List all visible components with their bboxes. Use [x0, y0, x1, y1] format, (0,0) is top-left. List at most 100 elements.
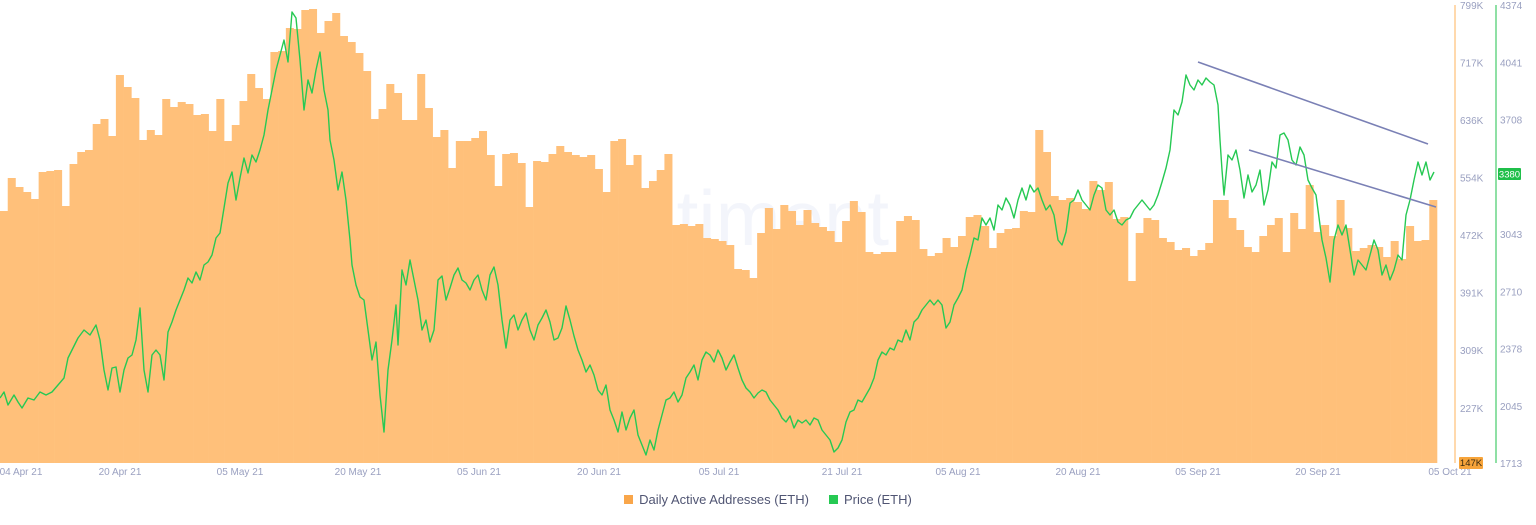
legend-item-price[interactable]: Price (ETH) [828, 492, 912, 507]
daa-bar [1429, 200, 1438, 463]
date-tick-label: 04 Apr 21 [0, 467, 43, 478]
legend-item-daa[interactable]: Daily Active Addresses (ETH) [624, 492, 809, 507]
price-swatch-icon [828, 495, 838, 504]
daa-bar [741, 270, 750, 463]
daa-bar [687, 226, 696, 463]
daa-bar [981, 226, 990, 463]
upper-trendline [1197, 61, 1429, 145]
daa-bar [1097, 190, 1106, 463]
daa-bar [1321, 225, 1330, 463]
daa-bar [92, 124, 101, 463]
daa-bar [177, 102, 186, 463]
daa-bar [950, 247, 959, 463]
daa-bar [803, 210, 812, 463]
daa-bar [1375, 247, 1384, 463]
daa-bar [502, 154, 511, 463]
daa-bar [579, 157, 588, 463]
daa-bar [69, 164, 78, 463]
daa-bar [370, 119, 379, 463]
daa-tick-label: 391K [1460, 289, 1484, 300]
daa-bar [30, 199, 39, 463]
date-tick-label: 20 Sep 21 [1295, 467, 1341, 478]
daa-tick-label: 227K [1460, 404, 1484, 415]
daa-bar [533, 161, 542, 463]
daa-bar [1104, 182, 1113, 463]
daa-bar [332, 13, 341, 463]
daa-bar [594, 169, 603, 463]
price-tick-label: 3043 [1500, 230, 1523, 241]
daa-axis-ticks: 799K 717K 636K 554K 472K 391K 309K 227K [1460, 1, 1484, 415]
daa-bar [394, 93, 403, 463]
daa-bar [208, 131, 217, 463]
daa-bar [15, 187, 24, 463]
daa-bar [618, 139, 627, 463]
daa-bar [1143, 218, 1152, 463]
date-tick-label: 05 Jun 21 [457, 467, 501, 478]
daa-bar [865, 252, 874, 463]
daa-bar [278, 51, 287, 463]
daa-bar [1267, 225, 1276, 463]
daa-tick-label: 309K [1460, 346, 1484, 357]
daa-bar [656, 170, 665, 463]
daa-bar [1305, 185, 1314, 463]
price-tick-label: 4041 [1500, 58, 1523, 69]
daa-bar [262, 99, 271, 463]
daa-bar [958, 236, 967, 463]
daa-bar [424, 108, 433, 463]
daa-bar [169, 107, 178, 463]
daa-bar [1081, 209, 1090, 463]
daa-bar [633, 155, 642, 463]
daa-bar [224, 141, 233, 463]
daa-bar [1328, 236, 1337, 463]
daa-bar [494, 186, 503, 463]
daa-bar [695, 224, 704, 463]
daa-bar [23, 192, 32, 463]
daa-tick-label: 554K [1460, 174, 1484, 185]
daa-bar [625, 165, 634, 463]
daa-bar [965, 217, 974, 463]
daa-bar [1182, 248, 1191, 463]
daa-bar [849, 201, 858, 463]
daa-bar [548, 154, 557, 463]
daa-bar [216, 99, 225, 463]
daa-bar [285, 28, 294, 463]
daa-bar [1019, 211, 1028, 463]
daa-bar [1205, 243, 1214, 463]
daa-bar [818, 227, 827, 463]
date-tick-label: 05 Oct 21 [1428, 467, 1472, 478]
daa-bar [239, 101, 248, 463]
daa-bar [1042, 152, 1052, 463]
lower-trendline [1248, 149, 1437, 208]
daa-bar [417, 74, 426, 463]
daa-bar [108, 136, 117, 463]
daa-tick-label: 472K [1460, 231, 1484, 242]
daa-bar [1189, 256, 1198, 463]
price-axis-ticks: 4374 4041 3708 3043 2710 2378 2045 1713 [1500, 1, 1523, 470]
daa-bar [1352, 251, 1361, 463]
daa-bar [973, 215, 982, 463]
daa-bar [1151, 220, 1160, 463]
daa-bar [919, 249, 928, 463]
daa-bar [873, 254, 882, 463]
daa-bar [1066, 198, 1075, 463]
daa-bar [1297, 229, 1306, 463]
daa-bar [571, 155, 580, 463]
daa-bar [448, 168, 457, 463]
date-tick-label: 05 Aug 21 [935, 467, 980, 478]
date-tick-label: 05 Jul 21 [699, 467, 740, 478]
daa-bar [1274, 218, 1283, 463]
daa-bar [988, 248, 997, 463]
daa-bar [471, 138, 480, 463]
daa-bar [726, 245, 735, 463]
date-tick-label: 05 Sep 21 [1175, 467, 1221, 478]
daa-tick-label: 799K [1460, 1, 1484, 12]
daa-bar [185, 104, 194, 463]
daa-bar [703, 238, 712, 463]
legend: Daily Active Addresses (ETH) Price (ETH) [0, 492, 1536, 507]
daa-bar [355, 53, 364, 463]
daa-bar [710, 239, 719, 463]
daa-bar [200, 114, 209, 463]
daa-bar [517, 163, 526, 463]
daa-bar [1220, 200, 1229, 463]
